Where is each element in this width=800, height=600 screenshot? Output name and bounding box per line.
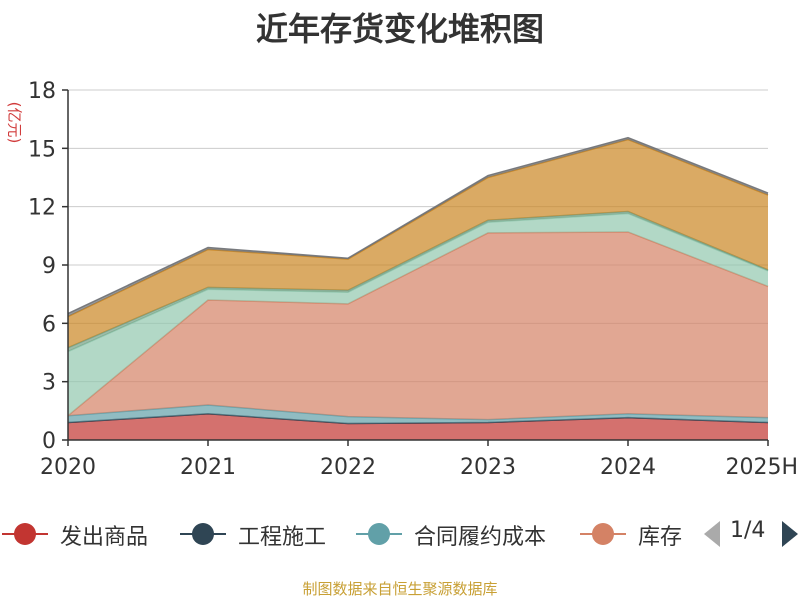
legend-label: 工程施工 xyxy=(238,525,327,550)
data-source-note: 制图数据来自恒生聚源数据库 xyxy=(302,580,498,598)
legend-label: 发出商品 xyxy=(60,525,149,550)
area-series-0 xyxy=(68,413,768,440)
legend-dot xyxy=(192,523,214,545)
legend-prev-page-icon[interactable] xyxy=(704,521,720,547)
legend-next-page-icon[interactable] xyxy=(782,521,798,547)
y-tick-label: 6 xyxy=(42,312,56,337)
y-tick-label: 3 xyxy=(42,371,56,396)
x-tick-label: 2021 xyxy=(180,455,236,480)
area-series-6 xyxy=(68,139,768,348)
legend-pager: 1/4 xyxy=(700,514,800,554)
legend: 发出商品 工程施工 合同履约成本 库存 xyxy=(0,514,800,554)
area-line-series-7 xyxy=(67,136,769,315)
x-tick-label: 2023 xyxy=(460,455,516,480)
x-tick-label: 2022 xyxy=(320,455,376,480)
legend-label: 合同履约成本 xyxy=(414,525,547,550)
y-tick-label: 9 xyxy=(42,254,56,279)
stacked-area-chart: 0 3 6 9 12 15 18 2020 2021 2022 2023 2024 2025H xyxy=(28,79,798,480)
x-tick-label: 2025H xyxy=(725,455,798,480)
area-series-3 xyxy=(68,231,768,420)
y-tick-label: 18 xyxy=(28,79,56,104)
legend-dot xyxy=(592,523,614,545)
legend-label: 库存 xyxy=(638,525,683,550)
y-tick-label: 15 xyxy=(28,137,56,162)
area-series-2 xyxy=(68,405,768,424)
x-tick-label: 2024 xyxy=(600,455,656,480)
y-tick-label: 0 xyxy=(42,429,56,454)
chart-title: 近年存货变化堆积图 xyxy=(255,10,544,48)
legend-page-indicator: 1/4 xyxy=(730,518,766,543)
legend-dot xyxy=(368,523,390,545)
x-tick-label: 2020 xyxy=(40,455,96,480)
y-tick-label: 12 xyxy=(28,196,56,221)
legend-dot xyxy=(14,523,36,545)
